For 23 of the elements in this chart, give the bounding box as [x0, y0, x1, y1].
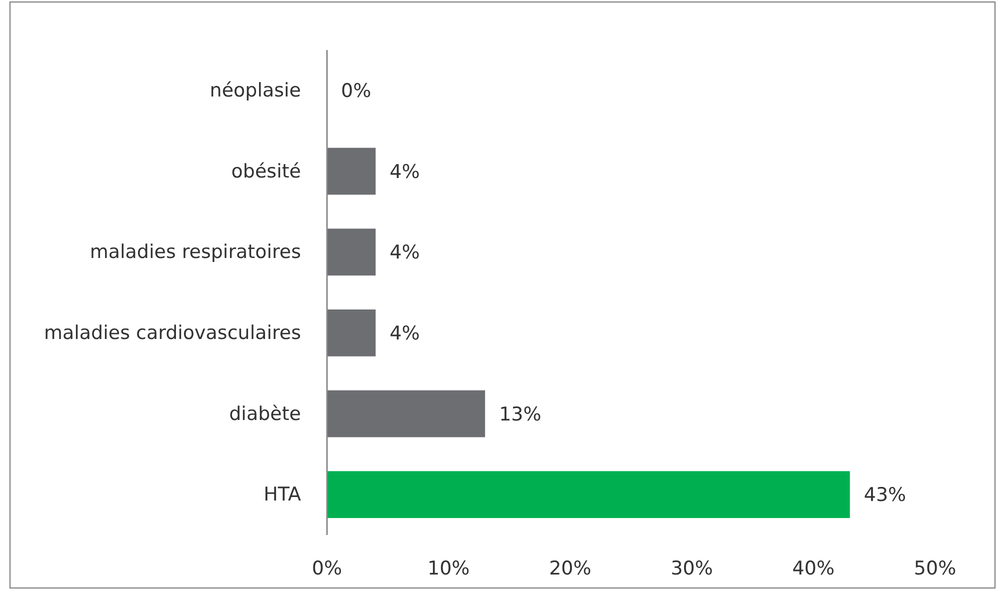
bar — [327, 471, 850, 518]
data-label: 43% — [864, 484, 906, 506]
y-tick-label: HTA — [264, 484, 301, 506]
y-tick-label: néoplasie — [210, 79, 301, 102]
data-label: 4% — [390, 160, 420, 183]
y-tick-label: obésité — [231, 160, 301, 182]
x-tick-label: 0% — [312, 557, 342, 580]
x-tick-label: 50% — [914, 557, 956, 580]
data-label: 0% — [341, 80, 372, 102]
y-tick-label: maladies cardiovasculaires — [44, 322, 301, 344]
y-tick-label: diabète — [229, 402, 301, 425]
bar — [327, 148, 376, 195]
x-tick-label: 40% — [792, 557, 835, 580]
y-tick-label: maladies respiratoires — [90, 241, 301, 264]
x-tick-label: 30% — [670, 557, 713, 580]
bar — [327, 309, 376, 356]
x-tick-label: 10% — [427, 557, 470, 580]
data-label: 4% — [390, 322, 420, 345]
bar — [327, 390, 486, 438]
data-label: 13% — [499, 403, 542, 426]
data-label: 4% — [390, 242, 420, 264]
bar — [327, 228, 376, 276]
x-tick-label: 20% — [549, 557, 592, 580]
